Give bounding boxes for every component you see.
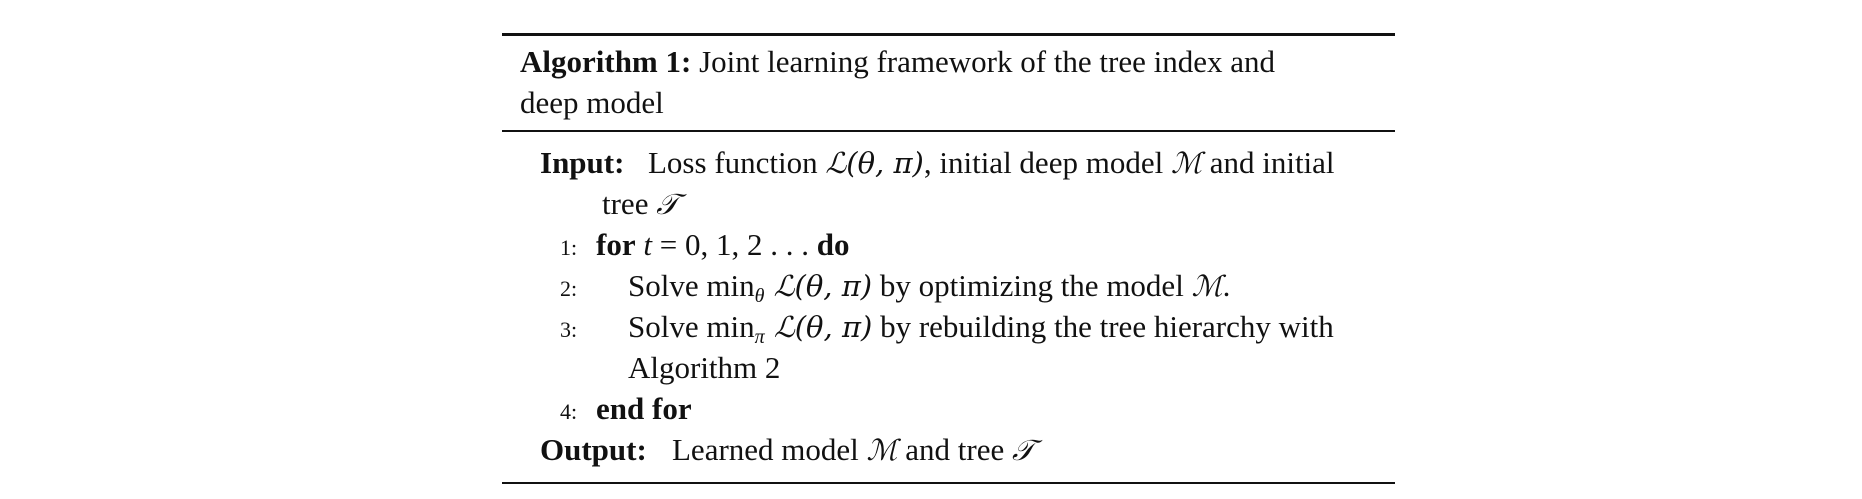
step-2-text: Solve minθ ℒ(θ, π) by optimizing the mod… <box>628 265 1230 307</box>
loss-function-symbol: ℒ(θ, π) <box>825 146 924 180</box>
line-number: 4: <box>560 399 578 424</box>
model-symbol: ℳ <box>1191 269 1223 303</box>
step-row-3-continued: Algorithm 2 <box>502 347 1395 388</box>
caption-rule <box>502 130 1395 132</box>
step-row-3: 3: Solve minπ ℒ(θ, π) by rebuilding the … <box>502 306 1395 347</box>
output-text-a: Learned model <box>672 432 867 467</box>
step-2-loss: ℒ(θ, π) <box>764 269 873 303</box>
input-text-a: Loss function <box>648 145 826 180</box>
step-2-description: by optimizing the model <box>872 268 1192 303</box>
input-text-c: and initial <box>1201 145 1335 180</box>
algorithm-caption: Algorithm 1: Joint learning framework of… <box>502 36 1395 130</box>
step-3-loss: ℒ(θ, π) <box>764 310 873 344</box>
tree-symbol: 𝒯 <box>1012 433 1035 467</box>
input-text-b: , initial deep model <box>923 145 1171 180</box>
step-3-subscript: π <box>754 326 765 348</box>
step-row-4: 4: end for <box>502 388 1395 429</box>
keyword-end-for: end for <box>596 391 692 426</box>
tree-symbol: 𝒯 <box>656 187 679 221</box>
algorithm-label: Algorithm 1: <box>520 44 692 79</box>
input-text-tree: tree <box>602 186 657 221</box>
algorithm-body: Input: Loss function ℒ(θ, π), initial de… <box>502 132 1395 482</box>
step-row-2: 2: Solve minθ ℒ(θ, π) by optimizing the … <box>502 265 1395 306</box>
step-3-solve: Solve min <box>628 309 755 344</box>
output-text: Learned model ℳ and tree 𝒯 <box>672 429 1034 471</box>
loop-range: = 0, 1, 2 . . . <box>651 227 817 262</box>
algorithm-box: Algorithm 1: Joint learning framework of… <box>502 33 1395 484</box>
input-text: Loss function ℒ(θ, π), initial deep mode… <box>648 142 1335 184</box>
algorithm-title-line1: Joint learning framework of the tree ind… <box>699 44 1275 79</box>
output-label: Output: <box>540 432 647 467</box>
step-3-text: Solve minπ ℒ(θ, π) by rebuilding the tre… <box>628 306 1334 348</box>
top-rule <box>502 33 1395 36</box>
for-statement: for t = 0, 1, 2 . . . do <box>596 224 849 265</box>
input-continued-text: tree 𝒯 <box>602 183 678 225</box>
step-2-period: . <box>1222 268 1231 303</box>
model-symbol: ℳ <box>866 433 898 467</box>
input-label: Input: <box>540 145 625 180</box>
output-text-b: and tree <box>897 432 1013 467</box>
line-number: 3: <box>560 317 578 342</box>
input-row: Input: Loss function ℒ(θ, π), initial de… <box>502 142 1395 183</box>
step-2-solve: Solve min <box>628 268 755 303</box>
model-symbol: ℳ <box>1170 146 1202 180</box>
line-number: 2: <box>560 276 578 301</box>
step-3-description: by rebuilding the tree hierarchy with <box>872 309 1334 344</box>
line-number: 1: <box>560 235 578 260</box>
keyword-for: for <box>596 227 636 262</box>
step-row-1: 1: for t = 0, 1, 2 . . . do <box>502 224 1395 265</box>
step-3-continued: Algorithm 2 <box>628 350 781 385</box>
keyword-do: do <box>816 227 850 262</box>
output-row: Output: Learned model ℳ and tree 𝒯 <box>502 429 1395 470</box>
bottom-rule <box>502 482 1395 484</box>
algorithm-title-line2: deep model <box>520 85 664 120</box>
loop-variable: t <box>643 227 652 262</box>
input-row-continued: tree 𝒯 <box>502 183 1395 224</box>
step-2-subscript: θ <box>754 285 765 307</box>
